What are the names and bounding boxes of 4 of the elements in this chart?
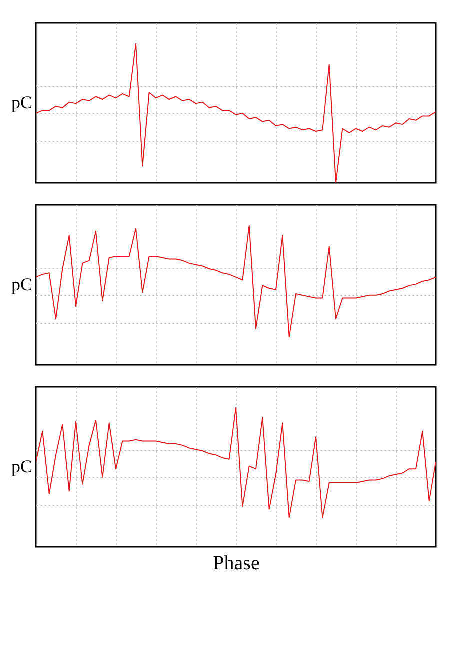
y-axis-title: pC bbox=[11, 92, 32, 112]
x-axis-title: Phase bbox=[213, 552, 260, 574]
y-axis-title: pC bbox=[11, 274, 32, 294]
y-axis-title: pC bbox=[11, 456, 32, 476]
